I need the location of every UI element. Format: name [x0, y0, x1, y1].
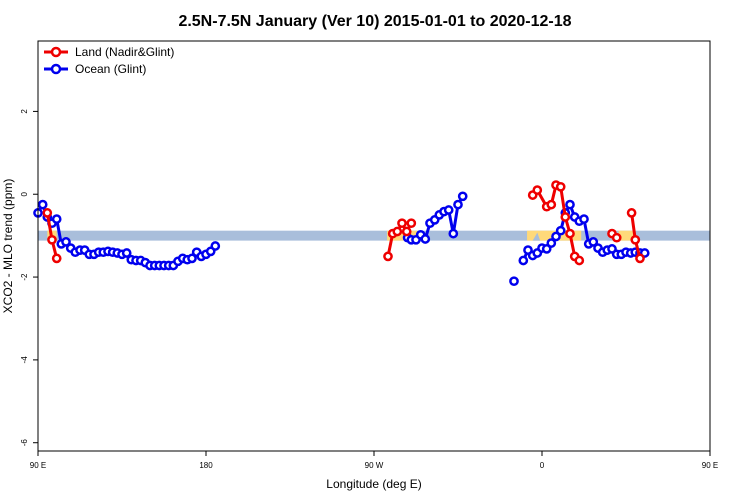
data-point — [457, 191, 468, 202]
data-point — [47, 234, 57, 245]
data-point — [588, 237, 599, 247]
x-tick-label: 90 E — [702, 461, 718, 470]
data-point — [453, 199, 463, 210]
x-axis-label: Longitude (deg E) — [326, 477, 421, 491]
lake-patch — [532, 232, 541, 241]
data-point — [635, 253, 645, 264]
x-tick-label: 0 — [540, 461, 545, 470]
data-point — [532, 185, 543, 195]
y-tick-label: -6 — [20, 439, 29, 447]
data-point — [392, 226, 403, 237]
data-point — [518, 255, 529, 266]
data-point — [509, 276, 519, 287]
data-point — [565, 199, 575, 210]
data-point — [574, 255, 585, 266]
data-point — [565, 228, 575, 239]
data-point — [546, 238, 557, 248]
series-layer — [33, 180, 650, 287]
data-point — [61, 237, 71, 247]
y-tick-label: 2 — [20, 109, 29, 114]
data-point — [406, 218, 417, 229]
land-central-america — [387, 230, 417, 241]
data-point — [42, 208, 53, 218]
data-point — [630, 234, 641, 245]
data-point — [51, 253, 62, 264]
data-point — [401, 226, 412, 237]
legend-marker-ocean — [50, 63, 62, 75]
data-point — [555, 225, 566, 236]
data-point — [579, 214, 589, 224]
data-point — [121, 248, 132, 258]
data-point — [51, 214, 62, 224]
x-tick-label: 90 E — [30, 461, 46, 470]
y-axis: 2 0 -2 -4 -6 — [20, 109, 38, 447]
data-point — [37, 199, 48, 210]
land-asia-east — [618, 230, 636, 241]
legend: Land (Nadir&Glint) Ocean (Glint) — [44, 45, 174, 76]
data-point — [546, 199, 557, 210]
data-point — [443, 205, 454, 215]
data-point — [560, 212, 571, 222]
y-tick-label: 0 — [20, 191, 29, 196]
legend-marker-land — [50, 46, 62, 58]
x-tick-label: 180 — [199, 461, 213, 470]
data-point — [555, 181, 566, 192]
legend-label-ocean: Ocean (Glint) — [75, 62, 146, 76]
data-point — [210, 241, 221, 251]
y-tick-label: -2 — [20, 273, 29, 281]
data-point — [541, 244, 552, 254]
data-point — [187, 253, 197, 264]
legend-label-land: Land (Nadir&Glint) — [75, 45, 174, 59]
y-axis-label: XCO2 - MLO trend (ppm) — [1, 179, 15, 314]
trend-band — [38, 230, 710, 241]
x-axis: 90 E 180 90 W 0 90 E — [30, 451, 718, 470]
data-point — [383, 251, 393, 262]
data-point — [420, 234, 431, 244]
chart-title: 2.5N-7.5N January (Ver 10) 2015-01-01 to… — [178, 13, 571, 30]
data-point — [551, 231, 561, 242]
data-point — [397, 218, 407, 229]
data-point — [448, 228, 459, 239]
data-point — [611, 232, 622, 243]
x-tick-label: 90 W — [365, 461, 384, 470]
y-tick-label: -4 — [20, 356, 29, 364]
data-point — [626, 208, 637, 218]
series-land — [42, 180, 645, 266]
